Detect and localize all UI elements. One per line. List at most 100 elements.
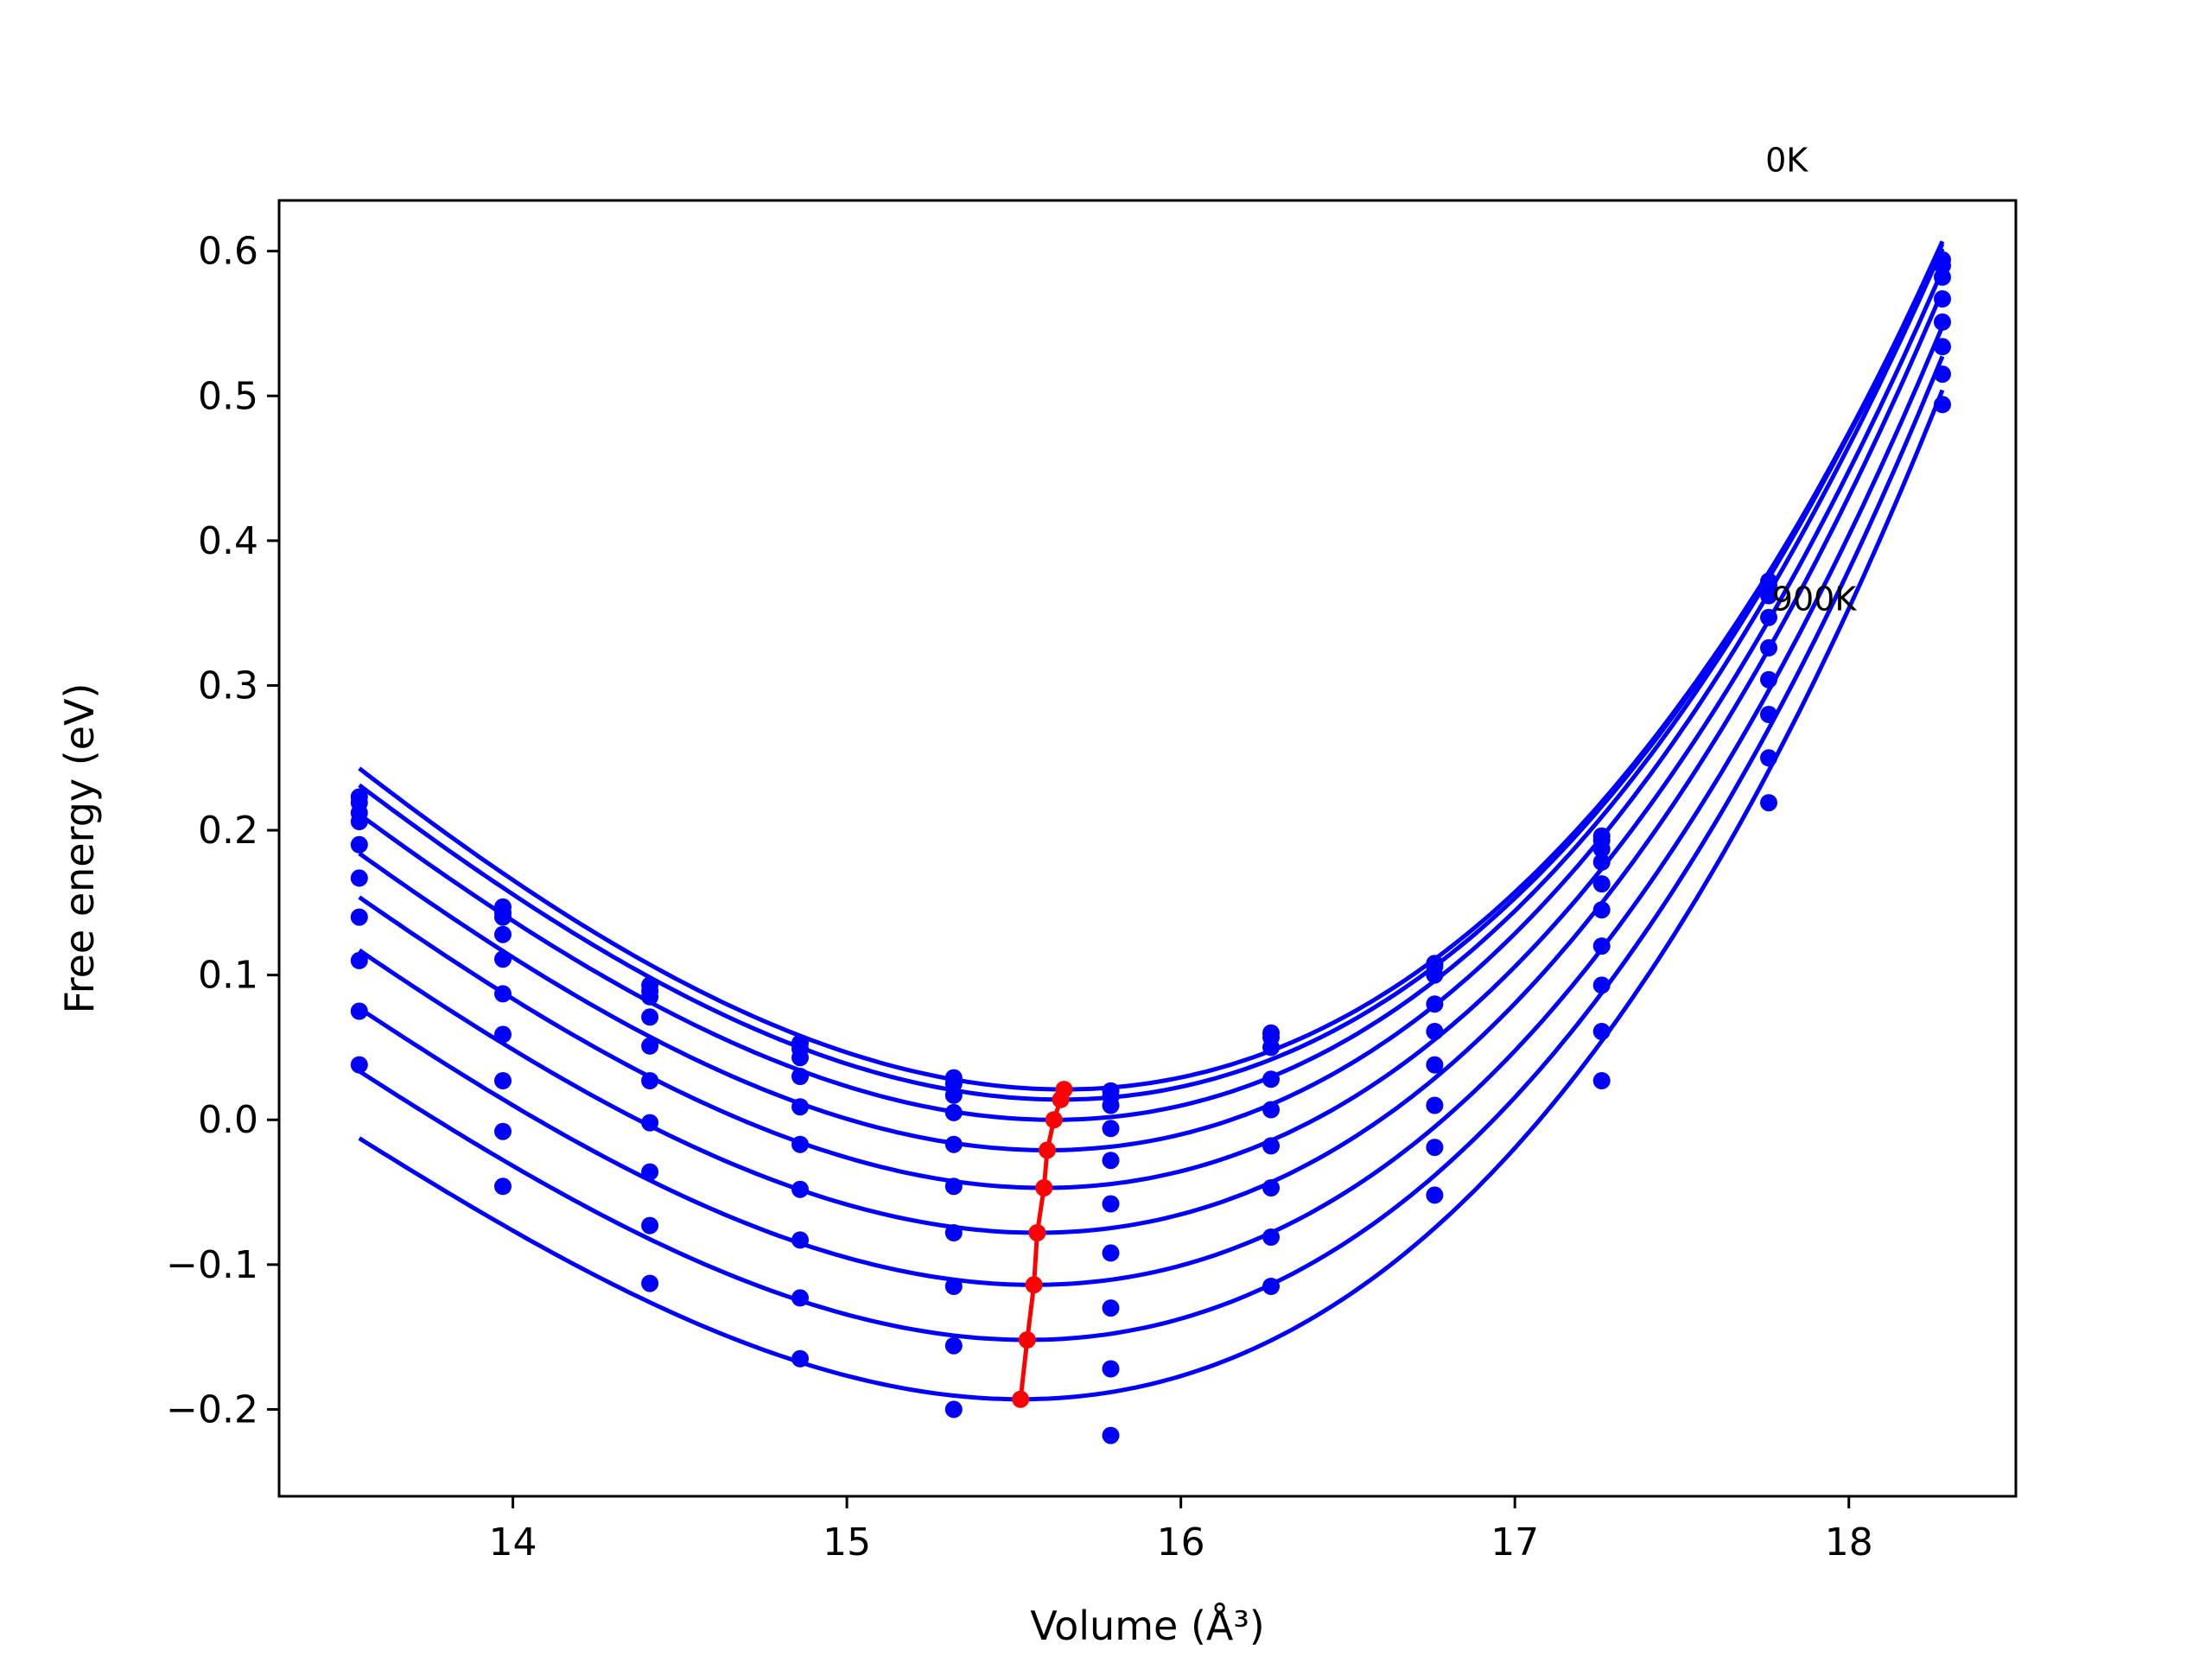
fit-curve-7	[358, 355, 1945, 1342]
data-point	[1934, 338, 1951, 356]
data-point	[494, 908, 512, 926]
fit-curve-3	[358, 247, 1945, 1152]
data-point	[1592, 875, 1611, 893]
data-point	[1426, 1096, 1444, 1114]
minimum-point	[1025, 1276, 1043, 1294]
data-point	[791, 1180, 809, 1198]
data-point	[350, 951, 368, 969]
fit-curve-4	[358, 269, 1945, 1190]
data-point	[641, 1114, 659, 1132]
data-point	[1760, 794, 1777, 812]
minimum-point	[1012, 1390, 1030, 1408]
data-point	[1102, 1299, 1120, 1317]
data-point	[350, 908, 368, 926]
data-point	[1262, 1228, 1280, 1246]
data-point	[791, 1049, 809, 1067]
x-tick-label: 14	[489, 1520, 537, 1565]
data-point	[1426, 966, 1444, 984]
x-tick-label: 18	[1825, 1520, 1873, 1565]
data-point	[1262, 1038, 1280, 1057]
y-axis-title: Free energy (eV)	[56, 683, 103, 1014]
data-point	[494, 925, 512, 943]
data-point	[1426, 1139, 1444, 1157]
data-point	[1934, 313, 1951, 331]
data-point	[1426, 1023, 1444, 1040]
minimum-point	[1028, 1224, 1046, 1241]
data-point	[494, 985, 512, 1003]
y-tick-label: 0.2	[198, 809, 258, 853]
annotation-label: 900K	[1772, 580, 1858, 618]
data-point	[1426, 1056, 1444, 1074]
minimum-point	[1018, 1331, 1036, 1349]
data-point	[1592, 1072, 1611, 1089]
data-point	[791, 1135, 809, 1153]
minimum-path	[1012, 1081, 1073, 1408]
data-point	[1102, 1426, 1120, 1444]
fit-curves	[358, 240, 1945, 1402]
data-point	[641, 1072, 659, 1089]
data-point	[791, 1231, 809, 1249]
data-point	[494, 1025, 512, 1044]
data-point	[641, 1037, 659, 1055]
data-point	[1102, 1360, 1120, 1378]
data-point	[1592, 937, 1611, 955]
axes-frame	[277, 199, 2018, 1498]
fit-curve-1	[358, 243, 1945, 1102]
data-point	[1262, 1070, 1280, 1089]
data-point	[350, 1056, 368, 1074]
y-tick-label: 0.6	[198, 230, 258, 274]
fit-curve-8	[358, 389, 1945, 1402]
x-tick-label: 16	[1157, 1520, 1205, 1565]
x-tick-label: 15	[823, 1520, 871, 1565]
data-point	[1592, 976, 1611, 994]
data-point	[1102, 1152, 1120, 1170]
x-axis-title: Volume (Å³)	[1030, 1603, 1265, 1649]
data-point	[791, 1098, 809, 1116]
data-point	[1760, 706, 1777, 723]
y-tick-label: 0.3	[198, 663, 258, 708]
data-point	[1262, 1101, 1280, 1119]
y-tick-label: 0.1	[198, 954, 258, 998]
data-point	[641, 1216, 659, 1235]
data-point	[641, 1163, 659, 1181]
y-axis-ticks: −0.2 −0.1 0.0 0.1 0.2 0.3 0.4 0.5 0.6	[166, 230, 279, 1431]
fit-curve-2	[358, 240, 1945, 1122]
data-point	[350, 813, 368, 830]
data-point	[350, 869, 368, 887]
data-point	[494, 1072, 512, 1089]
data-point	[641, 1274, 659, 1292]
data-point	[791, 1349, 809, 1368]
x-axis-ticks: 14 15 16 17 18	[489, 1496, 1873, 1565]
data-point	[1592, 901, 1611, 919]
data-point	[1262, 1137, 1280, 1155]
data-point	[1102, 1096, 1120, 1114]
fit-curve-5	[358, 289, 1945, 1235]
minimum-point	[1052, 1090, 1070, 1108]
y-tick-label: 0.4	[198, 519, 258, 563]
data-point	[791, 1289, 809, 1307]
data-point	[1592, 1023, 1611, 1040]
data-point	[1102, 1120, 1120, 1138]
data-point	[1760, 638, 1777, 657]
data-point	[1934, 396, 1951, 414]
data-point	[350, 835, 368, 854]
data-point	[944, 1336, 963, 1355]
annotation-label: 0K	[1765, 142, 1808, 180]
data-point	[1102, 1195, 1120, 1213]
y-tick-label: 0.5	[198, 374, 258, 418]
data-point	[944, 1086, 963, 1104]
data-point	[791, 1068, 809, 1085]
data-point	[944, 1278, 963, 1295]
data-point	[1102, 1244, 1120, 1262]
minimum-point	[1039, 1141, 1056, 1159]
data-point	[1262, 1278, 1280, 1295]
data-point	[1592, 853, 1611, 871]
data-point	[1426, 995, 1444, 1013]
data-point	[1934, 365, 1951, 384]
annotations: 0K 900K	[1765, 142, 1857, 619]
data-point	[641, 1008, 659, 1026]
minimum-point	[1045, 1111, 1063, 1129]
